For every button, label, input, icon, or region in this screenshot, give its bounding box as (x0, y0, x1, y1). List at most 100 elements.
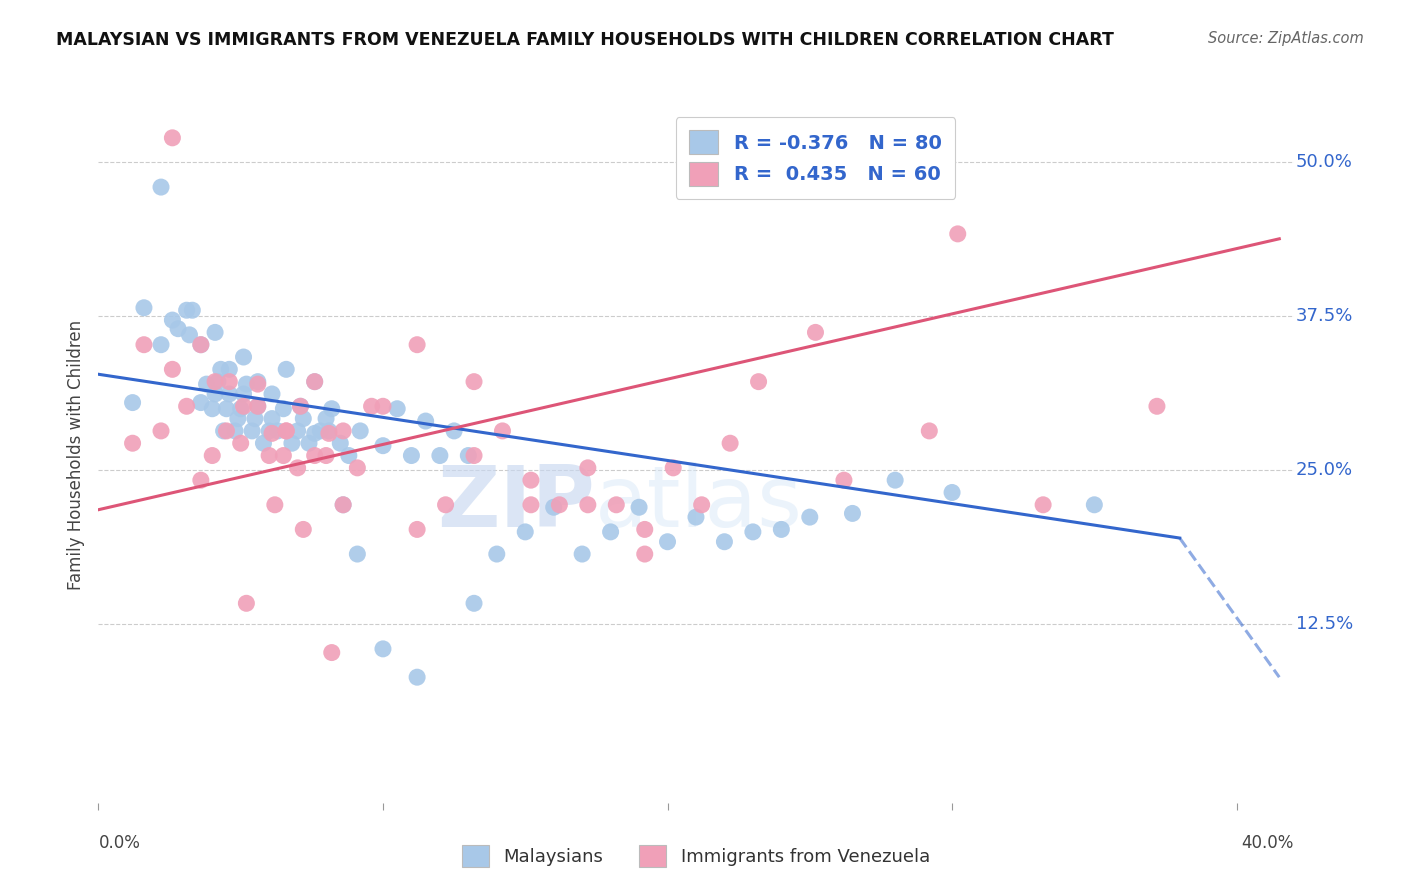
Point (543, 500, 565, 515)
Point (229, 401, 252, 416)
Point (260, 411, 283, 425)
Text: 50.0%: 50.0% (1296, 153, 1353, 171)
Point (298, 436, 321, 450)
Text: 37.5%: 37.5% (1296, 308, 1354, 326)
Point (304, 375, 326, 389)
Point (321, 646, 343, 660)
Point (304, 426, 326, 441)
Point (662, 460, 685, 475)
Point (463, 375, 485, 389)
Point (332, 498, 354, 512)
Point (685, 510, 707, 524)
Text: 25.0%: 25.0% (1296, 461, 1353, 479)
Point (215, 424, 238, 438)
Point (832, 473, 855, 487)
Point (520, 473, 543, 487)
Point (218, 362, 240, 376)
Point (292, 523, 315, 537)
Point (204, 375, 226, 389)
Point (201, 401, 224, 416)
Point (884, 473, 907, 487)
Text: 0.0%: 0.0% (98, 834, 141, 852)
Point (215, 401, 238, 416)
Point (349, 424, 371, 438)
Point (605, 498, 627, 512)
Point (235, 596, 257, 610)
Point (318, 426, 340, 441)
Point (240, 424, 263, 438)
Point (273, 401, 295, 416)
Text: Source: ZipAtlas.com: Source: ZipAtlas.com (1208, 31, 1364, 46)
Point (332, 424, 354, 438)
Point (401, 449, 423, 463)
Point (371, 641, 394, 656)
Point (841, 507, 863, 521)
Y-axis label: Family Households with Children: Family Households with Children (67, 320, 86, 590)
Point (290, 399, 312, 413)
Point (150, 180, 173, 194)
Point (429, 449, 451, 463)
Point (329, 436, 352, 450)
Point (162, 131, 184, 145)
Point (287, 424, 309, 438)
Point (318, 424, 340, 438)
Point (290, 399, 312, 413)
Point (246, 375, 269, 389)
Point (571, 547, 593, 561)
Point (209, 362, 232, 376)
Point (1146, 399, 1168, 413)
Point (360, 399, 382, 413)
Point (406, 523, 429, 537)
Point (385, 401, 409, 416)
Point (491, 424, 513, 438)
Point (190, 337, 212, 351)
Point (252, 436, 274, 450)
Point (176, 303, 198, 318)
Point (634, 547, 657, 561)
Point (346, 460, 368, 475)
Point (1032, 498, 1054, 512)
Point (218, 375, 240, 389)
Point (804, 326, 827, 340)
Point (232, 399, 254, 413)
Point (273, 449, 295, 463)
Point (415, 414, 437, 428)
Point (434, 498, 457, 512)
Point (718, 436, 741, 450)
Point (315, 411, 337, 425)
Point (179, 327, 201, 342)
Point (304, 375, 326, 389)
Point (599, 524, 621, 539)
Point (176, 399, 198, 413)
Point (162, 362, 184, 376)
Text: MALAYSIAN VS IMMIGRANTS FROM VENEZUELA FAMILY HOUSEHOLDS WITH CHILDREN CORRELATI: MALAYSIAN VS IMMIGRANTS FROM VENEZUELA F… (56, 31, 1114, 49)
Point (941, 485, 963, 500)
Point (132, 337, 155, 351)
Point (162, 313, 184, 327)
Text: atlas: atlas (595, 462, 803, 545)
Text: 12.5%: 12.5% (1296, 615, 1353, 633)
Point (263, 498, 285, 512)
Point (321, 401, 343, 416)
Point (520, 498, 543, 512)
Point (276, 424, 298, 438)
Point (292, 411, 315, 425)
Point (204, 387, 226, 401)
Point (246, 377, 269, 392)
Point (246, 399, 269, 413)
Point (548, 498, 571, 512)
Point (167, 321, 190, 335)
Point (260, 426, 283, 441)
Point (515, 524, 537, 539)
Point (260, 387, 283, 401)
Point (232, 387, 254, 401)
Point (463, 449, 485, 463)
Point (204, 326, 226, 340)
Point (190, 395, 212, 409)
Point (406, 337, 429, 351)
Point (257, 449, 280, 463)
Point (770, 523, 793, 537)
Point (748, 375, 770, 389)
Point (190, 337, 212, 351)
Point (281, 436, 304, 450)
